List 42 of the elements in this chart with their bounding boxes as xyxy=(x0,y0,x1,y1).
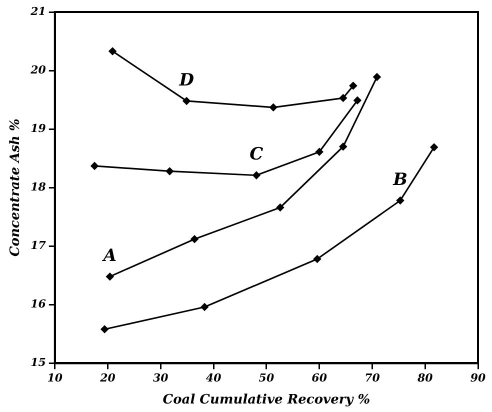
point xyxy=(316,148,324,156)
series-label: C xyxy=(250,144,264,165)
point xyxy=(182,97,190,105)
point xyxy=(396,196,404,204)
y-tick-label: 17 xyxy=(30,238,46,252)
x-tick-label: 50 xyxy=(258,372,274,385)
y-tick-label: 21 xyxy=(30,4,46,18)
y-tick-label: 19 xyxy=(30,122,46,135)
y-tick-label: 15 xyxy=(30,356,46,370)
x-tick-label: 70 xyxy=(364,372,380,385)
x-tick-label: 60 xyxy=(312,372,328,385)
point xyxy=(252,172,260,180)
point xyxy=(313,255,322,263)
point xyxy=(166,167,174,176)
point xyxy=(190,235,198,243)
x-tick-label: 30 xyxy=(153,372,169,385)
point xyxy=(90,162,98,170)
x-tick-label: 10 xyxy=(47,372,63,385)
point xyxy=(339,142,347,150)
y-axis-title: Concentrate Ash % xyxy=(8,118,24,257)
series-label: D xyxy=(178,70,194,90)
series-label: B xyxy=(392,170,408,190)
point xyxy=(339,94,347,102)
point xyxy=(430,143,438,152)
x-tick-label: 20 xyxy=(99,372,116,385)
x-axis-title: Coal Cumulative Recovery % xyxy=(162,392,370,408)
y-tick-label: 20 xyxy=(30,63,46,76)
y-tick-label: 18 xyxy=(30,180,46,194)
x-tick-label: 80 xyxy=(416,372,434,385)
x-tick-label: 40 xyxy=(206,372,222,385)
point xyxy=(100,325,108,334)
point xyxy=(276,204,284,212)
point xyxy=(106,272,114,280)
point xyxy=(108,47,116,56)
point xyxy=(270,104,278,112)
point xyxy=(349,82,357,90)
series-label: A xyxy=(101,246,117,266)
point xyxy=(200,303,208,311)
point xyxy=(373,73,381,81)
y-tick-label: 16 xyxy=(30,298,46,311)
point xyxy=(354,96,362,104)
x-tick-label: 90 xyxy=(470,372,486,385)
